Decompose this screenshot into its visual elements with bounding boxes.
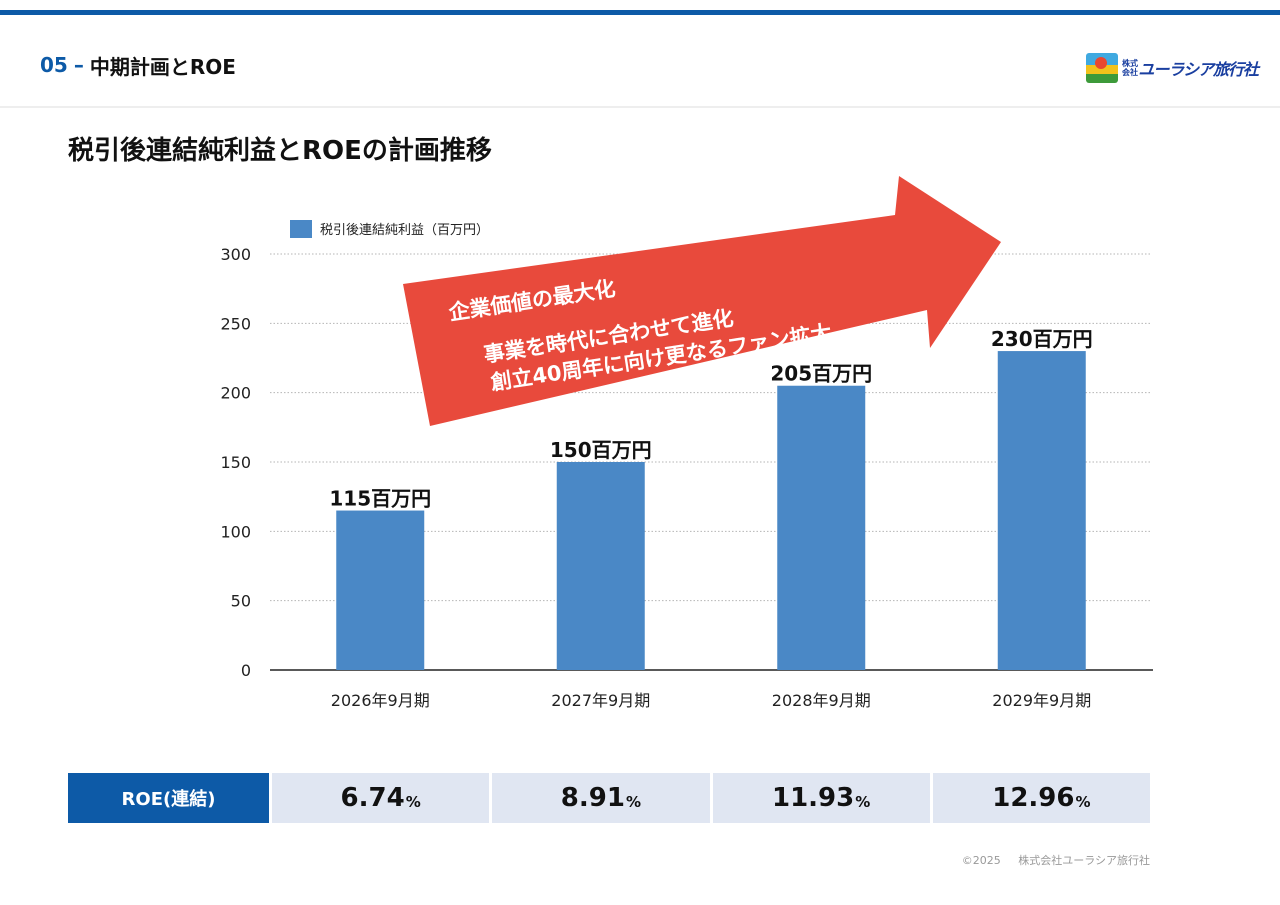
- x-tick-label: 2027年9月期: [551, 691, 650, 710]
- logo-name: ユーラシア旅行社: [1138, 60, 1259, 79]
- bar-value-label: 230百万円: [991, 327, 1093, 351]
- section-number: 05: [40, 53, 68, 77]
- roe-value: 6.74: [340, 783, 405, 813]
- growth-arrow-icon: [403, 176, 1001, 426]
- x-tick-label: 2028年9月期: [772, 691, 871, 710]
- roe-cell-2029: 12.96%: [932, 773, 1150, 823]
- footer-company: 株式会社ユーラシア旅行社: [1018, 854, 1150, 867]
- y-tick-label: 0: [241, 661, 251, 680]
- logo-corp-mark: 株式会社: [1121, 59, 1138, 77]
- header-divider: [0, 106, 1280, 108]
- y-tick-label: 100: [220, 522, 251, 541]
- page-title: 税引後連結純利益とROEの計画推移: [68, 136, 492, 166]
- roe-label: ROE(連結): [68, 773, 269, 823]
- roe-value: 12.96: [992, 783, 1075, 813]
- roe-cell-2027: 8.91%: [492, 773, 710, 823]
- roe-value: 8.91: [560, 783, 625, 813]
- bar: [997, 351, 1086, 670]
- legend-swatch: [290, 220, 312, 238]
- roe-cell-2026: 6.74%: [272, 773, 490, 823]
- bar-value-label: 150百万円: [550, 438, 652, 462]
- bar-value-label: 205百万円: [770, 362, 872, 386]
- y-tick-label: 50: [231, 592, 251, 611]
- roe-table: ROE(連結) 6.74% 8.91% 11.93% 12.96%: [68, 773, 1150, 823]
- roe-unit: %: [855, 792, 871, 811]
- top-accent-bar: [0, 10, 1280, 15]
- logo-mark-icon: [1086, 53, 1118, 83]
- x-tick-label: 2029年9月期: [992, 691, 1091, 710]
- x-tick-label: 2026年9月期: [331, 691, 430, 710]
- roe-value: 11.93: [771, 783, 855, 813]
- section-dash: –: [73, 53, 84, 77]
- company-logo: 株式会社 ユーラシア旅行社: [1086, 50, 1259, 86]
- section-header: 05 – 中期計画とROE: [40, 50, 236, 80]
- bar-value-label: 115百万円: [329, 487, 431, 511]
- bar: [336, 510, 425, 670]
- y-tick-label: 200: [220, 384, 251, 403]
- legend-label: 税引後連結純利益（百万円）: [320, 223, 489, 238]
- section-title: 中期計画とROE: [89, 54, 236, 79]
- y-tick-label: 300: [220, 245, 251, 264]
- roe-unit: %: [405, 792, 421, 811]
- y-tick-label: 250: [220, 314, 251, 333]
- footer-copyright: ©2025: [961, 854, 1001, 867]
- footer: ©2025 株式会社ユーラシア旅行社: [962, 852, 1150, 868]
- bar: [556, 462, 645, 670]
- roe-unit: %: [625, 792, 641, 811]
- roe-cell-2028: 11.93%: [712, 773, 930, 823]
- bar: [777, 385, 866, 670]
- y-tick-label: 150: [220, 453, 251, 472]
- roe-unit: %: [1075, 792, 1091, 811]
